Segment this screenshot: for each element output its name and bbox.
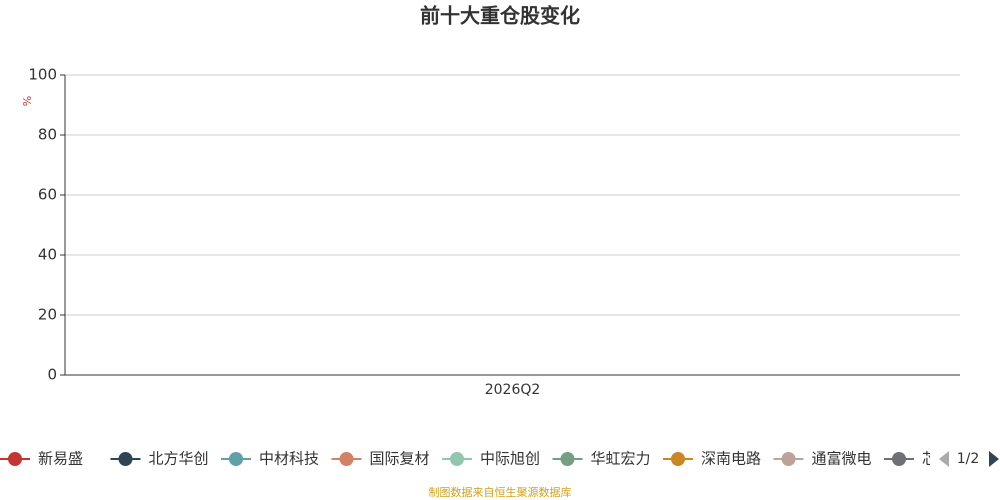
legend-label: 中材科技 <box>259 450 319 468</box>
legend-symbol <box>118 452 133 466</box>
legend-label: 芯 <box>922 450 937 468</box>
legend-symbol <box>339 452 354 466</box>
source-note: 制图数据来自恒生聚源数据库 <box>429 485 572 499</box>
legend-symbol <box>671 452 685 466</box>
y-tick-label: 0 <box>47 366 57 384</box>
legend-symbol <box>8 452 22 466</box>
legend-label: 深南电路 <box>701 450 761 468</box>
legend-label: 北方华创 <box>149 450 209 468</box>
y-tick-label: 80 <box>38 126 57 144</box>
legend-symbol <box>229 452 243 466</box>
legend-symbol <box>781 452 796 466</box>
legend-prev[interactable] <box>939 451 949 467</box>
legend-symbol <box>892 452 906 466</box>
y-tick-label: 20 <box>38 306 57 324</box>
legend-symbol <box>560 452 575 466</box>
legend-label: 通富微电 <box>812 450 872 468</box>
x-tick-label: 2026Q2 <box>485 382 541 398</box>
legend-label: 中际旭创 <box>480 450 540 468</box>
y-axis-label: % <box>21 96 34 106</box>
legend-symbol <box>450 452 464 466</box>
legend-label: 华虹宏力 <box>591 450 651 468</box>
legend: 新易盛 北方华创 中材科技 国际复材 中际旭创 华虹宏力 深南电路 通富微电 芯 <box>0 450 937 468</box>
legend-page: 1/2 <box>957 451 980 467</box>
y-tick-label: 100 <box>28 66 57 84</box>
legend-label: 新易盛 <box>38 450 83 468</box>
y-tick-label: 60 <box>38 186 57 204</box>
y-tick-label: 40 <box>38 246 57 264</box>
chart-title: 前十大重仓股变化 <box>420 4 580 28</box>
legend-label: 国际复材 <box>370 450 430 468</box>
legend-next[interactable] <box>989 451 999 467</box>
